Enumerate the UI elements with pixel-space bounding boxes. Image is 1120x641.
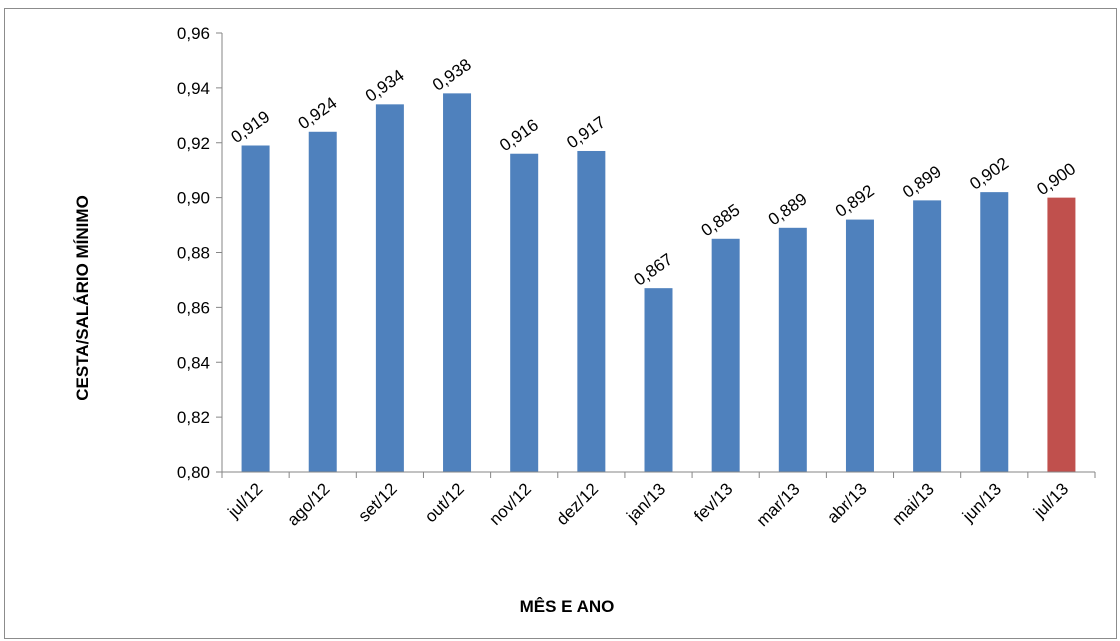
x-tick-label: ago/12 [283,479,333,529]
y-tick-label: 0,80 [177,463,210,482]
data-label: 0,900 [1033,159,1079,199]
data-labels: 0,919 0,924 0,934 0,938 0,916 0,917 0,867 0,885… [228,55,1080,290]
data-label: 0,889 [765,189,811,229]
data-label: 0,899 [899,162,945,202]
x-tick-label: dez/12 [553,479,603,529]
x-tick-label: jun/13 [958,479,1005,526]
x-tick-label: set/12 [355,479,401,525]
x-tick-label: jul/13 [1029,479,1072,522]
bar [308,131,337,472]
x-axis-title: MÊS E ANO [520,597,615,616]
data-label: 0,938 [429,55,475,95]
data-label: 0,885 [698,200,744,240]
category-labels: jul/12 ago/12 set/12 out/12 nov/12 dez/12 jan/… [224,479,1073,530]
y-tick-label: 0,94 [177,79,210,98]
y-tick-label: 0,96 [177,24,210,43]
bar [913,200,942,472]
data-label: 0,892 [832,181,878,221]
y-axis-title: CESTA/SALÁRIO MÍNIMO [73,195,92,401]
y-tick-label: 0,86 [177,298,210,317]
y-tick-label: 0,88 [177,244,210,263]
bar [510,153,539,472]
x-tick-label: fev/13 [690,479,736,525]
y-tick-label: 0,90 [177,189,210,208]
x-tick-label: out/12 [421,479,468,526]
data-label: 0,902 [966,154,1012,194]
y-tick-label: 0,92 [177,134,210,153]
data-label: 0,867 [630,250,676,290]
data-label: 0,924 [295,93,341,133]
data-label: 0,916 [496,115,542,155]
bar [375,104,404,473]
y-tick-label: 0,82 [177,408,210,427]
y-axis-ticks: 0,80 0,82 0,84 0,86 0,88 0,90 0,92 0,94 0,96 [177,24,1096,482]
x-tick-label: nov/12 [485,479,535,529]
bar [644,288,673,472]
bar [845,219,874,472]
bar [1047,197,1076,472]
data-label: 0,934 [362,66,408,106]
bar [711,238,740,472]
x-tick-label: abr/13 [823,479,871,527]
bar [980,192,1009,472]
bar [443,93,472,473]
bars [241,93,1076,473]
bar [241,145,270,472]
x-tick-label: jul/12 [224,479,267,522]
bar [577,150,606,472]
data-label: 0,917 [563,112,609,152]
y-tick-label: 0,84 [177,353,210,372]
data-label: 0,919 [228,107,274,147]
x-tick-label: jan/13 [622,479,669,526]
x-tick-label: mar/13 [753,479,804,530]
bar [778,227,807,472]
x-tick-label: mai/13 [888,479,938,529]
